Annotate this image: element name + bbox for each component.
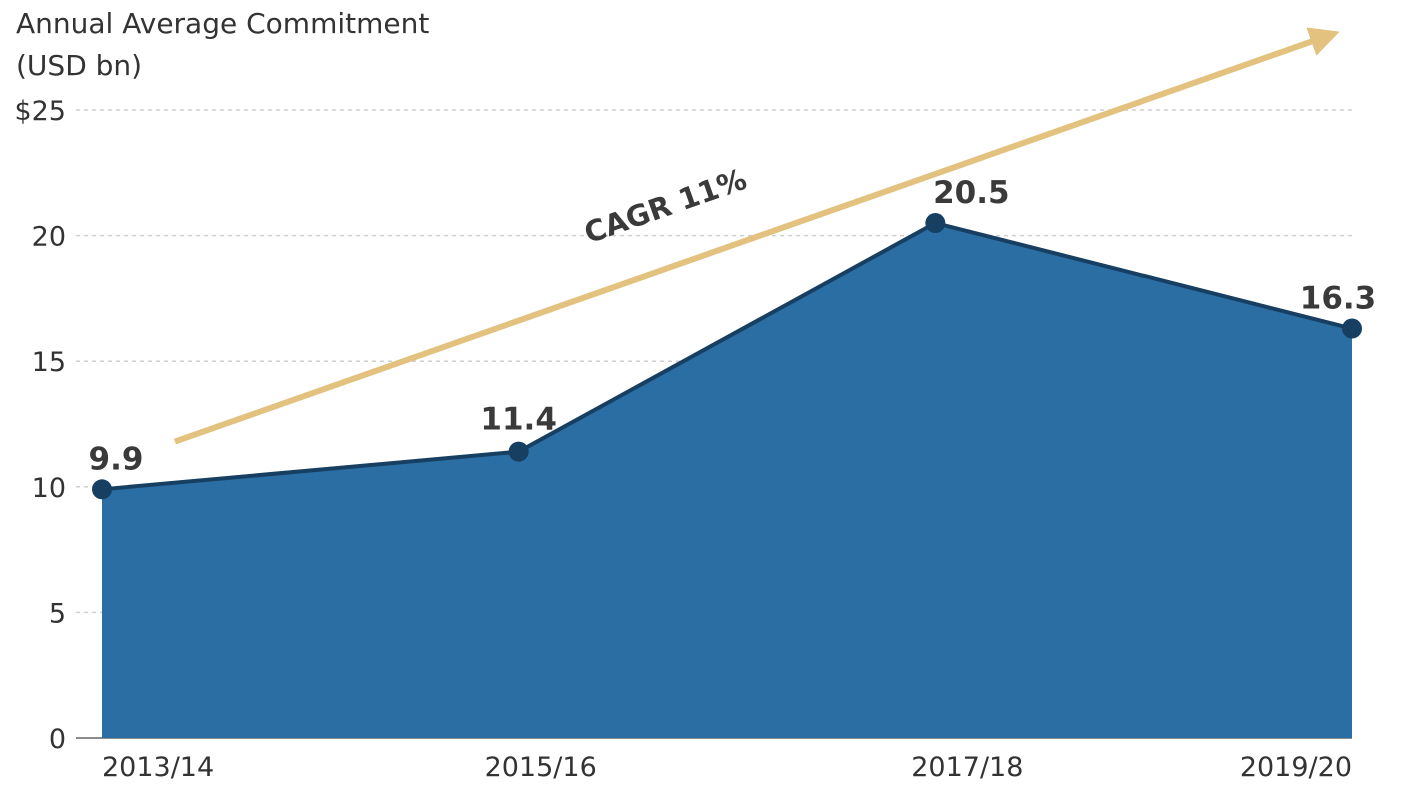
cagr-label: CAGR 11% — [580, 162, 751, 250]
y-tick-label: 20 — [32, 222, 66, 253]
x-tick-label: 2013/14 — [102, 752, 214, 783]
data-point-marker — [1342, 318, 1362, 339]
data-label: 11.4 — [480, 402, 557, 438]
y-tick-label: 5 — [49, 598, 66, 629]
cagr-arrow — [173, 27, 1340, 445]
y-tick-label: $25 — [14, 96, 66, 127]
data-point-marker — [925, 213, 946, 234]
y-axis-title-line-1: Annual Average Commitment — [16, 7, 430, 40]
area-fill — [102, 223, 1352, 739]
series-line — [101, 221, 1353, 492]
data-point-marker — [92, 479, 112, 500]
data-points: 9.9 11.4 20.5 16.3 — [89, 175, 1377, 500]
data-label: 16.3 — [1300, 281, 1377, 317]
data-point-marker — [508, 441, 529, 462]
x-tick-label: 2017/18 — [911, 752, 1023, 783]
y-tick-label: 15 — [32, 347, 66, 378]
axis-ticks: 0 5 10 15 20 $25 2013/14 2015/16 2017/18 2019/20 — [14, 96, 1352, 783]
x-tick-label: 2019/20 — [1240, 752, 1352, 783]
y-tick-label: 10 — [32, 473, 66, 504]
y-tick-label: 0 — [49, 724, 66, 755]
data-label: 9.9 — [89, 441, 144, 477]
x-tick-label: 2015/16 — [485, 752, 597, 783]
y-axis-title-line-2: (USD bn) — [16, 49, 143, 82]
data-label: 20.5 — [933, 175, 1010, 211]
area-series — [101, 221, 1353, 739]
